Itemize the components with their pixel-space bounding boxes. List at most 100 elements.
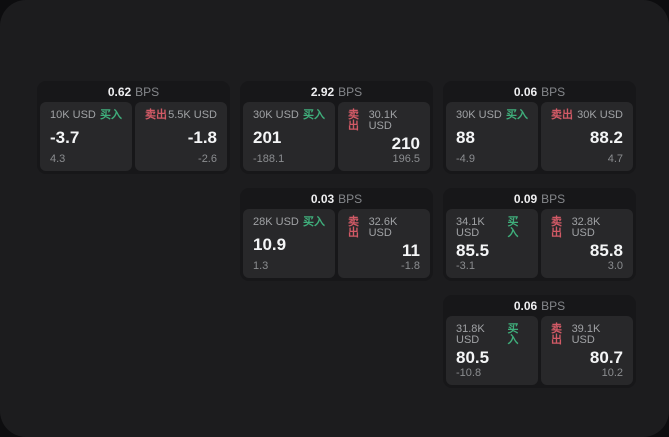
spread-unit: BPS bbox=[541, 298, 566, 313]
spread-value: 0.09 bbox=[513, 191, 538, 206]
sell-panel[interactable]: 卖出 32.8K USD 85.8 3.0 bbox=[541, 209, 633, 278]
sell-panel[interactable]: 卖出 30K USD 88.2 4.7 bbox=[541, 102, 633, 171]
sell-price: 85.8 bbox=[589, 240, 623, 260]
sell-price: 80.7 bbox=[589, 347, 623, 367]
spread-value: 2.92 bbox=[310, 84, 335, 99]
sell-price: 88.2 bbox=[589, 128, 623, 147]
buy-price: -3.7 bbox=[50, 128, 80, 147]
quote-body: 31.8K USD 买入 80.5 -10.8 卖出 39.1K USD 80.… bbox=[446, 316, 633, 385]
buy-header: 28K USD 买入 bbox=[253, 217, 325, 228]
buy-change: -10.8 bbox=[456, 367, 482, 379]
sell-amount: 32.8K USD bbox=[571, 216, 601, 239]
buy-panel[interactable]: 30K USD 买入 88 -4.9 bbox=[446, 102, 538, 171]
sell-amount: 30.1K USD bbox=[368, 109, 398, 132]
sell-header: 卖出 32.8K USD bbox=[551, 217, 623, 239]
quote-card: 0.03 BPS 28K USD 买入 10.9 1.3 卖出 32.6K US… bbox=[240, 188, 433, 281]
buy-panel[interactable]: 31.8K USD 买入 80.5 -10.8 bbox=[446, 316, 538, 385]
spread-header: 0.03 BPS bbox=[243, 188, 430, 209]
sell-label: 卖出 bbox=[348, 109, 359, 132]
buy-label: 买入 bbox=[303, 216, 325, 228]
sell-panel[interactable]: 卖出 5.5K USD -1.8 -2.6 bbox=[135, 102, 227, 171]
spread-unit: BPS bbox=[541, 84, 566, 99]
sell-change: 4.7 bbox=[607, 153, 623, 165]
quote-card: 0.09 BPS 34.1K USD 买入 85.5 -3.1 卖出 32.8K… bbox=[443, 188, 636, 281]
sell-change: 3.0 bbox=[607, 260, 623, 272]
spread-value: 0.06 bbox=[513, 298, 538, 313]
sell-price: -1.8 bbox=[187, 128, 217, 147]
spread-header: 2.92 BPS bbox=[243, 81, 430, 102]
quote-body: 34.1K USD 买入 85.5 -3.1 卖出 32.8K USD 85.8… bbox=[446, 209, 633, 278]
sell-header: 卖出 39.1K USD bbox=[551, 324, 623, 346]
buy-header: 10K USD 买入 bbox=[50, 110, 122, 121]
buy-header: 30K USD 买入 bbox=[456, 110, 528, 121]
buy-amount: 31.8K USD bbox=[456, 323, 485, 346]
sell-label: 卖出 bbox=[551, 109, 573, 121]
spread-unit: BPS bbox=[541, 191, 566, 206]
buy-header: 30K USD 买入 bbox=[253, 110, 325, 121]
quote-card: 0.62 BPS 10K USD 买入 -3.7 4.3 卖出 5.5K USD bbox=[37, 81, 230, 174]
sell-panel[interactable]: 卖出 32.6K USD 11 -1.8 bbox=[338, 209, 430, 278]
buy-price: 10.9 bbox=[253, 235, 287, 254]
sell-amount: 32.6K USD bbox=[368, 216, 398, 239]
sell-price: 210 bbox=[391, 133, 420, 153]
buy-change: 4.3 bbox=[50, 153, 66, 165]
buy-change: -3.1 bbox=[456, 260, 475, 272]
quote-card: 0.06 BPS 30K USD 买入 88 -4.9 卖出 30K USD bbox=[443, 81, 636, 174]
spread-unit: BPS bbox=[338, 191, 363, 206]
buy-label: 买入 bbox=[506, 109, 528, 121]
quote-board: 0.62 BPS 10K USD 买入 -3.7 4.3 卖出 5.5K USD bbox=[37, 81, 636, 388]
sell-change: -1.8 bbox=[401, 260, 420, 272]
buy-label: 买入 bbox=[100, 109, 122, 121]
buy-amount: 28K USD bbox=[253, 216, 299, 228]
buy-amount: 10K USD bbox=[50, 109, 96, 121]
sell-label: 卖出 bbox=[551, 216, 562, 239]
spread-unit: BPS bbox=[338, 84, 363, 99]
sell-label: 卖出 bbox=[145, 109, 167, 121]
sell-amount: 5.5K USD bbox=[168, 109, 217, 121]
sell-label: 卖出 bbox=[551, 323, 562, 346]
buy-amount: 30K USD bbox=[253, 109, 299, 121]
spread-header: 0.62 BPS bbox=[40, 81, 227, 102]
spread-value: 0.03 bbox=[310, 191, 335, 206]
buy-price: 201 bbox=[253, 128, 282, 147]
sell-amount: 30K USD bbox=[577, 109, 623, 121]
sell-change: 196.5 bbox=[392, 153, 420, 165]
spread-header: 0.09 BPS bbox=[446, 188, 633, 209]
buy-price: 88 bbox=[456, 128, 475, 147]
sell-price: 11 bbox=[402, 240, 420, 260]
spread-value: 0.06 bbox=[513, 84, 538, 99]
sell-label: 卖出 bbox=[348, 216, 359, 239]
buy-panel[interactable]: 30K USD 买入 201 -188.1 bbox=[243, 102, 335, 171]
quote-body: 10K USD 买入 -3.7 4.3 卖出 5.5K USD -1.8 -2.… bbox=[40, 102, 227, 171]
sell-header: 卖出 32.6K USD bbox=[348, 217, 420, 239]
sell-panel[interactable]: 卖出 30.1K USD 210 196.5 bbox=[338, 102, 430, 171]
buy-amount: 34.1K USD bbox=[456, 216, 485, 239]
spread-value: 0.62 bbox=[107, 84, 132, 99]
spread-unit: BPS bbox=[135, 84, 160, 99]
buy-label: 买入 bbox=[507, 323, 519, 346]
buy-change: -4.9 bbox=[456, 153, 475, 165]
sell-panel[interactable]: 卖出 39.1K USD 80.7 10.2 bbox=[541, 316, 633, 385]
quote-card: 0.06 BPS 31.8K USD 买入 80.5 -10.8 卖出 39.1… bbox=[443, 295, 636, 388]
buy-panel[interactable]: 10K USD 买入 -3.7 4.3 bbox=[40, 102, 132, 171]
quote-body: 30K USD 买入 88 -4.9 卖出 30K USD 88.2 4.7 bbox=[446, 102, 633, 171]
buy-panel[interactable]: 34.1K USD 买入 85.5 -3.1 bbox=[446, 209, 538, 278]
buy-amount: 30K USD bbox=[456, 109, 502, 121]
sell-amount: 39.1K USD bbox=[571, 323, 601, 346]
buy-panel[interactable]: 28K USD 买入 10.9 1.3 bbox=[243, 209, 335, 278]
sell-header: 卖出 5.5K USD bbox=[145, 110, 217, 121]
buy-change: 1.3 bbox=[253, 260, 269, 272]
quote-body: 28K USD 买入 10.9 1.3 卖出 32.6K USD 11 -1.8 bbox=[243, 209, 430, 278]
sell-header: 卖出 30K USD bbox=[551, 110, 623, 121]
buy-price: 85.5 bbox=[456, 240, 490, 260]
buy-header: 31.8K USD 买入 bbox=[456, 324, 528, 346]
spread-header: 0.06 BPS bbox=[446, 81, 633, 102]
buy-header: 34.1K USD 买入 bbox=[456, 217, 528, 239]
quote-body: 30K USD 买入 201 -188.1 卖出 30.1K USD 210 1… bbox=[243, 102, 430, 171]
quote-card: 2.92 BPS 30K USD 买入 201 -188.1 卖出 30.1K … bbox=[240, 81, 433, 174]
buy-label: 买入 bbox=[507, 216, 519, 239]
spread-header: 0.06 BPS bbox=[446, 295, 633, 316]
buy-price: 80.5 bbox=[456, 347, 490, 367]
sell-header: 卖出 30.1K USD bbox=[348, 110, 420, 132]
